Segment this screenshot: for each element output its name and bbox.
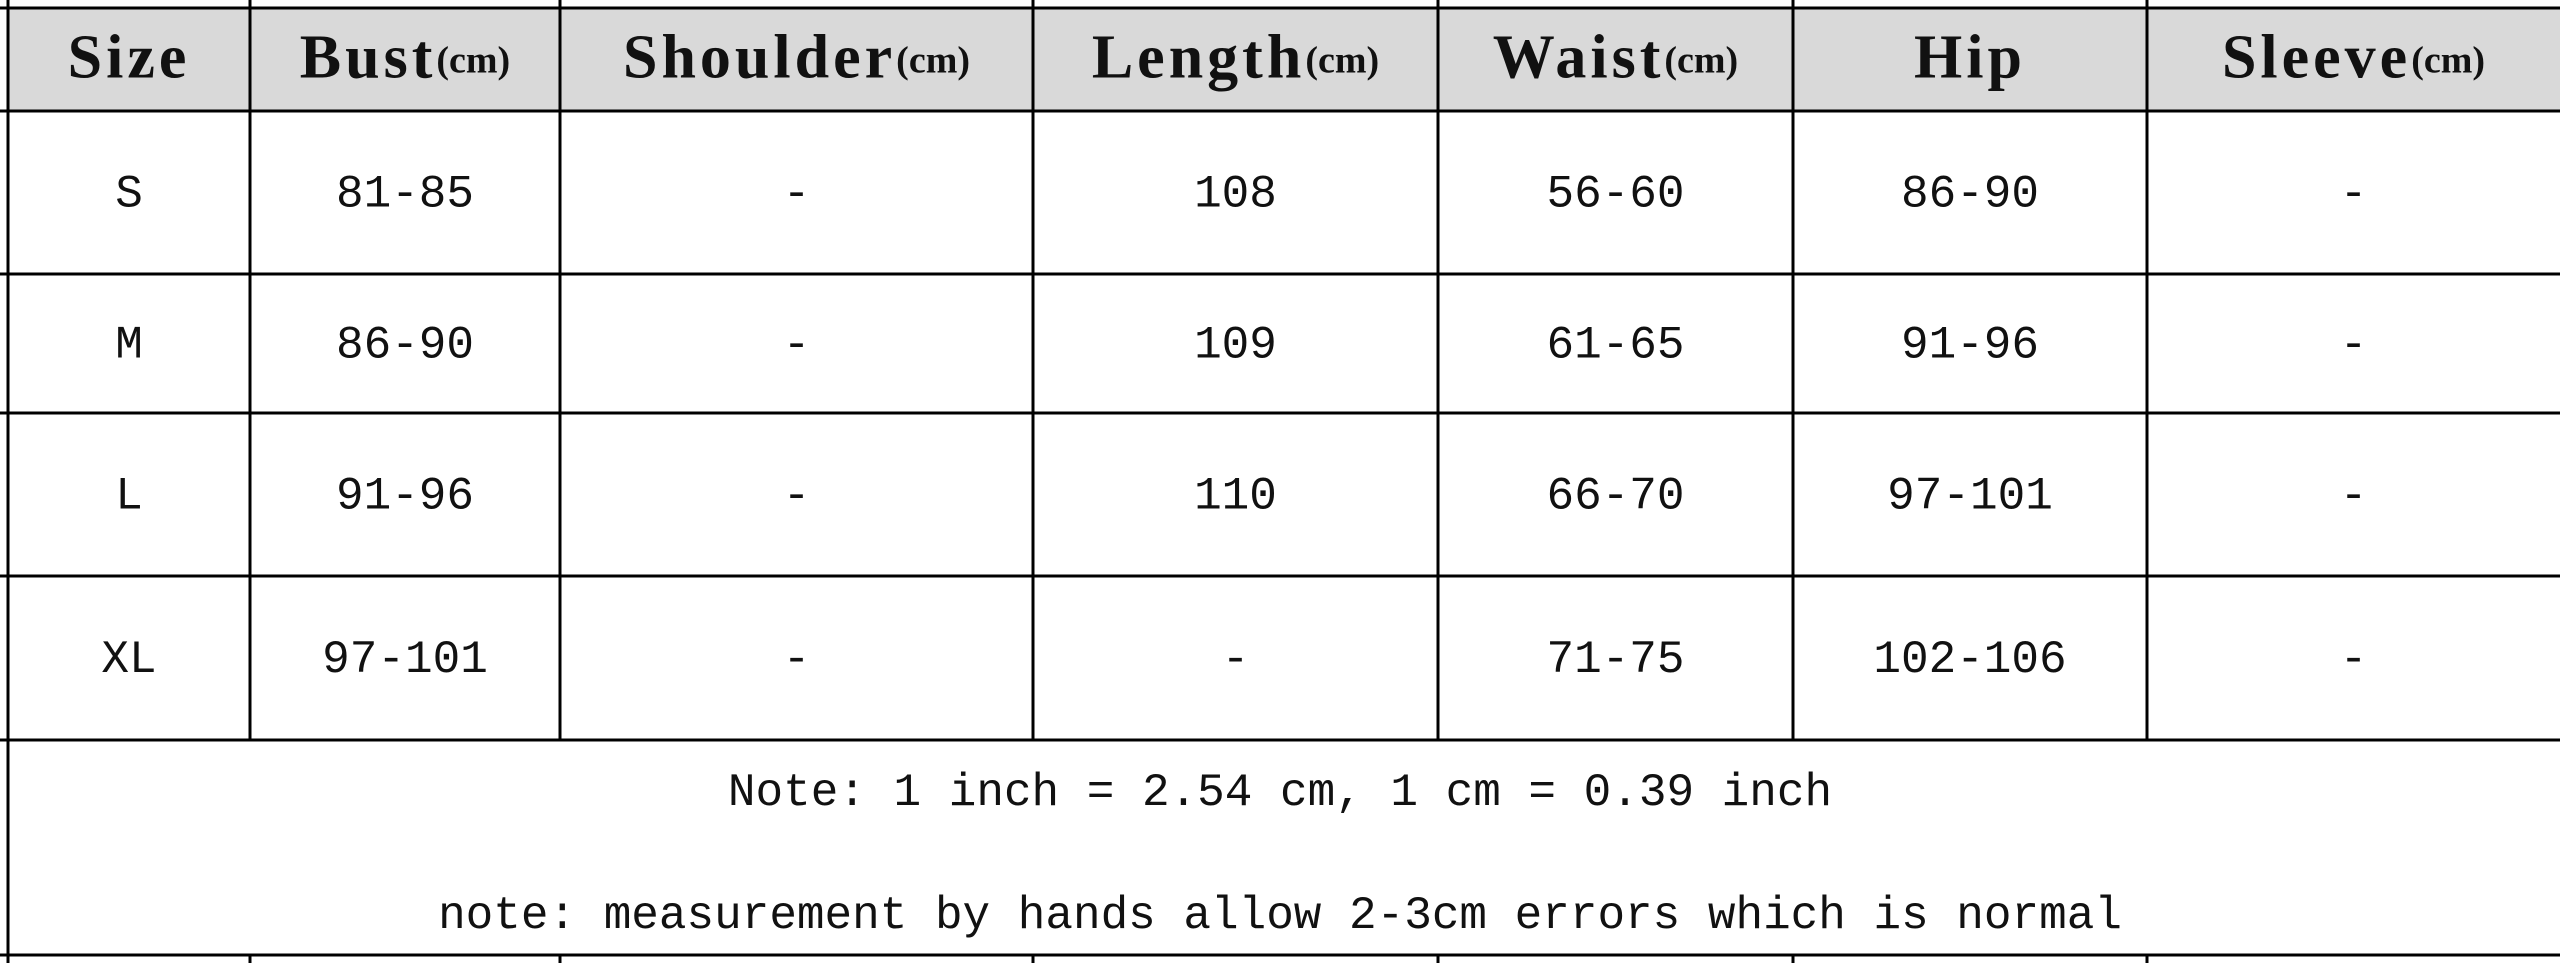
header-name: Size [68,24,191,92]
column-header: Bust(cm) [300,24,510,92]
table-cell: - [783,634,811,686]
column-header: Length(cm) [1092,24,1379,92]
header-name: Bust [300,24,437,92]
table-cell: M [115,320,143,372]
table-cell: - [2340,634,2368,686]
column-header: Size [68,24,191,92]
header-name: Length [1092,24,1305,92]
header-name: Sleeve [2222,24,2411,92]
note-text: Note: 1 inch = 2.54 cm, 1 cm = 0.39 inch [728,767,1832,819]
table-cell: - [783,471,811,523]
column-header: Sleeve(cm) [2222,24,2485,92]
table-cell: 56-60 [1546,169,1684,221]
header-name: Shoulder [623,24,896,92]
table-cell: 61-65 [1546,320,1684,372]
table-cell: L [115,471,143,523]
table-cell: 91-96 [1901,320,2039,372]
header-unit: (cm) [2411,39,2485,81]
table-cell: 91-96 [336,471,474,523]
header-unit: (cm) [1305,39,1379,81]
table-cell: - [2340,169,2368,221]
table-cell: - [783,320,811,372]
table-cell: XL [101,634,156,686]
table-cell: 97-101 [322,634,488,686]
header-unit: (cm) [436,39,510,81]
column-header: Shoulder(cm) [623,24,970,92]
table-cell: 109 [1194,320,1277,372]
table-cell: 110 [1194,471,1277,523]
table-cell: 86-90 [1901,169,2039,221]
header-name: Waist [1493,24,1665,92]
header-unit: (cm) [896,39,970,81]
note-text: note: measurement by hands allow 2-3cm e… [438,890,2122,942]
header-name: Hip [1914,24,2026,92]
column-header: Hip [1914,24,2026,92]
table-cell: - [1222,634,1250,686]
table-cell: - [783,169,811,221]
table-cell: S [115,169,143,221]
header-unit: (cm) [1664,39,1738,81]
header-background [8,8,2560,111]
table-cell: - [2340,471,2368,523]
table-cell: 81-85 [336,169,474,221]
table-cell: 71-75 [1546,634,1684,686]
table-cell: - [2340,320,2368,372]
table-cell: 86-90 [336,320,474,372]
table-cell: 108 [1194,169,1277,221]
table-cell: 97-101 [1887,471,2053,523]
table-cell: 66-70 [1546,471,1684,523]
table-cell: 102-106 [1873,634,2066,686]
column-header: Waist(cm) [1493,24,1738,92]
